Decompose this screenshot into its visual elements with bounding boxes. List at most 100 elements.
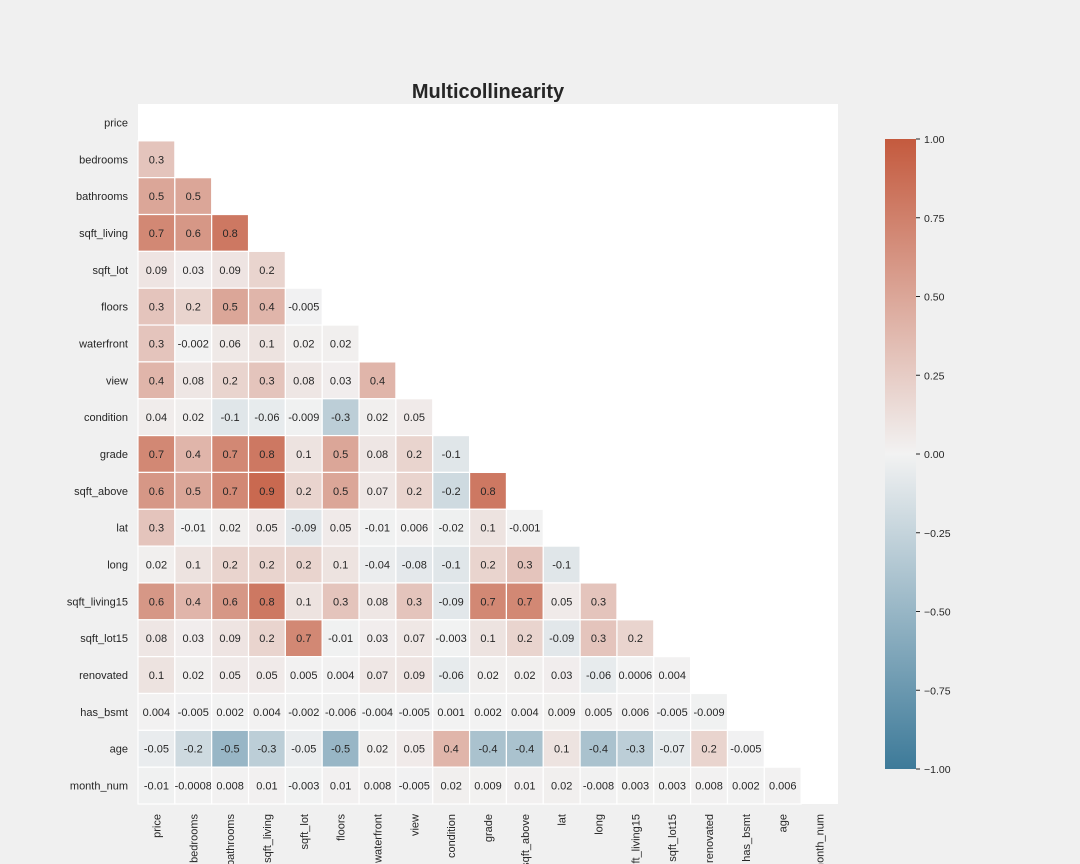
heatmap-cell-rect — [579, 729, 618, 768]
heatmap-cell-rect — [432, 656, 471, 695]
heatmap-cell-label: 0.02 — [440, 781, 461, 793]
heatmap-cell-label: 0.02 — [183, 670, 204, 682]
heatmap-cell-label: 0.05 — [404, 412, 425, 424]
heatmap-cell-rect — [211, 545, 250, 584]
heatmap-cell: 0.8 — [468, 471, 508, 510]
heatmap-cell-label: 0.06 — [219, 338, 240, 350]
heatmap-cell: 0.2 — [247, 545, 286, 584]
heatmap-cell: -0.07 — [653, 729, 692, 768]
heatmap-cell: 0.02 — [358, 398, 397, 437]
heatmap-cell-rect — [579, 766, 618, 805]
heatmap-cell: 0.7 — [505, 582, 544, 621]
heatmap-cell: 0.05 — [247, 508, 286, 547]
x-tick-label: sqft_above — [520, 814, 532, 864]
heatmap-cell-rect — [653, 656, 692, 695]
x-tick-label: sqft_living15 — [630, 814, 642, 864]
heatmap-cell: -0.5 — [211, 729, 250, 768]
heatmap-cell: -0.3 — [321, 398, 360, 437]
heatmap-cell: 0.4 — [137, 361, 176, 400]
heatmap-cell: 0.1 — [284, 434, 323, 474]
heatmap-cell-label: -0.09 — [549, 633, 574, 645]
heatmap-cell: 0.09 — [211, 619, 250, 658]
heatmap-cell-label: -0.0008 — [175, 781, 212, 793]
heatmap-cell-rect — [432, 471, 471, 510]
heatmap-cell-label: -0.01 — [144, 781, 169, 793]
heatmap-cell-rect — [321, 508, 360, 547]
heatmap-cell: 0.6 — [174, 213, 213, 252]
heatmap-cell-rect — [432, 582, 471, 621]
heatmap-cell-label: 0.05 — [330, 523, 351, 535]
heatmap-cell-label: 0.4 — [370, 375, 385, 387]
heatmap-cell-label: 0.008 — [216, 781, 244, 793]
heatmap-cell-label: 0.03 — [330, 375, 351, 387]
heatmap-cell-label: -0.3 — [626, 744, 645, 756]
heatmap-cell-rect — [432, 545, 471, 584]
heatmap-cell-rect — [542, 619, 581, 658]
heatmap-cell-label: 0.005 — [290, 670, 318, 682]
heatmap-cell: 0.2 — [505, 619, 544, 658]
heatmap-cell-rect — [468, 471, 508, 510]
heatmap-cell: -0.09 — [284, 508, 323, 547]
heatmap-cell-label: -0.06 — [254, 412, 279, 424]
heatmap-cell-rect — [284, 434, 323, 474]
heatmap-cell-rect — [247, 545, 286, 584]
y-tick-label: sqft_above — [74, 486, 128, 498]
heatmap-cell: -0.2 — [174, 729, 213, 768]
heatmap-cell-rect — [247, 287, 286, 326]
heatmap-cell: -0.002 — [284, 692, 323, 731]
heatmap-cell-label: 0.0006 — [619, 670, 653, 682]
heatmap-cell: -0.003 — [284, 766, 323, 805]
heatmap-cell-label: 0.6 — [186, 228, 201, 240]
heatmap-cell: 0.07 — [358, 471, 397, 510]
heatmap-cell-rect — [321, 582, 360, 621]
heatmap-cell: 0.2 — [395, 434, 434, 474]
heatmap-cell: 0.3 — [505, 545, 544, 584]
heatmap-cell-label: 0.5 — [333, 486, 348, 498]
heatmap-cell: 0.004 — [137, 692, 176, 731]
heatmap-cell-rect — [137, 250, 176, 289]
heatmap-cell-label: 0.2 — [186, 302, 201, 314]
heatmap-cell-label: 0.1 — [259, 338, 274, 350]
heatmap-cell-label: 0.004 — [253, 707, 281, 719]
heatmap-cell-rect — [395, 582, 434, 621]
heatmap-cell-label: 0.3 — [517, 560, 532, 572]
heatmap-cell-label: -0.005 — [399, 707, 430, 719]
heatmap-cell: 0.09 — [137, 250, 176, 289]
heatmap-cell: -0.01 — [321, 619, 360, 658]
heatmap-cell: -0.006 — [321, 692, 360, 731]
x-tick-label: sqft_lot15 — [667, 814, 679, 862]
heatmap-cell-label: 0.7 — [480, 596, 495, 608]
y-tick-label: waterfront — [78, 338, 128, 350]
heatmap-cell: 0.08 — [284, 361, 323, 400]
y-tick-label: has_bsmt — [80, 707, 128, 719]
heatmap-cell-label: 0.08 — [183, 375, 204, 387]
heatmap-cell: -0.05 — [137, 729, 176, 768]
heatmap-cell: 0.006 — [763, 766, 802, 805]
heatmap-cell-rect — [211, 619, 250, 658]
colorbar-tick-label: −0.25 — [924, 528, 951, 540]
heatmap-cell: 0.009 — [542, 692, 581, 731]
heatmap-cell-label: 0.008 — [364, 781, 392, 793]
heatmap-cell: 0.06 — [211, 324, 250, 363]
heatmap-cell: 0.6 — [211, 582, 250, 621]
heatmap-cell-rect — [137, 324, 176, 363]
heatmap-cell-rect — [174, 692, 213, 731]
heatmap-cell-label: 0.2 — [259, 265, 274, 277]
heatmap-cell-label: 0.2 — [259, 560, 274, 572]
heatmap-cell-rect — [542, 766, 581, 805]
heatmap-cell: -0.05 — [284, 729, 323, 768]
heatmap-cell-label: -0.003 — [436, 633, 467, 645]
heatmap-cell-label: -0.4 — [589, 744, 608, 756]
heatmap-cell-label: 0.7 — [222, 486, 237, 498]
x-tick-label: age — [778, 814, 790, 832]
heatmap-cell-rect — [247, 766, 286, 805]
heatmap-cell-label: 0.004 — [511, 707, 539, 719]
heatmap-cell: 0.4 — [174, 434, 213, 474]
heatmap-cell: 0.2 — [284, 545, 323, 584]
heatmap-cell-label: 0.09 — [146, 265, 167, 277]
heatmap-cell: 0.6 — [137, 582, 176, 621]
heatmap-cell-rect — [247, 619, 286, 658]
heatmap-cell: 0.05 — [247, 656, 286, 695]
heatmap-cell: 0.003 — [616, 766, 655, 805]
heatmap-cell-rect — [432, 434, 471, 474]
